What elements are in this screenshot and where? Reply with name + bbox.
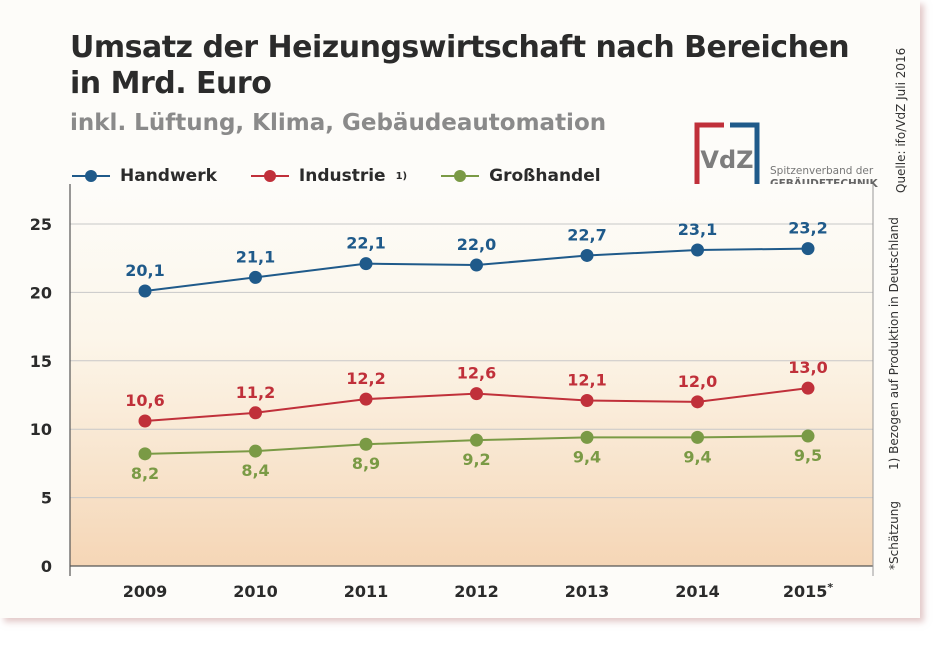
- legend-marker-icon: [441, 170, 480, 182]
- legend-label: Großhandel: [489, 166, 601, 186]
- x-tick-label: 2014: [675, 582, 720, 601]
- legend: Handwerk Industrie 1) Großhandel: [72, 166, 601, 186]
- chart-title: Umsatz der Heizungswirtschaft nach Berei…: [70, 30, 850, 102]
- data-point: [691, 243, 704, 257]
- data-point: [359, 257, 373, 271]
- data-label: 22,7: [567, 225, 606, 244]
- x-tick-label: 2010: [233, 582, 278, 601]
- data-label: 9,2: [462, 450, 490, 469]
- series-handwerk: 20,1 21,1 22,1 22,0 22,7 23,1 23,2: [125, 219, 828, 298]
- y-tick-label: 10: [30, 420, 52, 439]
- legend-marker-icon: [250, 170, 289, 182]
- series-großhandel: 8,2 8,4 8,9 9,2 9,4 9,4 9,5: [131, 429, 822, 483]
- data-point: [138, 414, 152, 428]
- plot-background: [70, 184, 873, 566]
- data-point: [580, 393, 594, 407]
- y-tick-label: 25: [30, 215, 52, 234]
- data-label: 11,2: [236, 383, 275, 402]
- data-label: 13,0: [788, 358, 827, 377]
- legend-label: Industrie: [298, 166, 386, 186]
- y-tick-label: 0: [41, 557, 52, 576]
- y-tick-label: 20: [30, 283, 52, 302]
- data-point: [470, 433, 483, 447]
- data-label: 8,4: [241, 461, 269, 480]
- title-line-2: in Mrd. Euro: [70, 66, 272, 101]
- x-tick-label: 2011: [344, 582, 389, 601]
- x-tick-label: 2013: [565, 582, 610, 601]
- data-label: 12,2: [346, 369, 385, 388]
- data-point: [801, 429, 815, 443]
- y-tick-label: 5: [41, 489, 52, 508]
- data-label: 23,2: [788, 219, 827, 238]
- data-point: [580, 248, 594, 262]
- data-label: 23,1: [678, 220, 717, 239]
- svg-text:VdZ: VdZ: [700, 146, 753, 174]
- x-tick-label: 2012: [454, 582, 499, 601]
- legend-label: Handwerk: [120, 166, 217, 186]
- data-point: [691, 395, 704, 409]
- data-point: [801, 381, 815, 395]
- data-point: [138, 447, 152, 461]
- data-label: 12,0: [678, 372, 717, 391]
- data-label: 9,4: [573, 447, 601, 466]
- data-label: 10,6: [125, 391, 164, 410]
- chart-subtitle: inkl. Lüftung, Klima, Gebäudeautomation: [70, 110, 607, 136]
- data-label: 12,1: [567, 370, 606, 389]
- data-point: [801, 242, 815, 256]
- series-industrie: 10,6 11,2 12,2 12,6 12,1 12,0 13,0: [125, 358, 828, 428]
- data-label: 22,0: [457, 235, 496, 254]
- data-point: [580, 430, 594, 444]
- x-tick-label: 2009: [123, 582, 168, 601]
- data-label: 8,9: [352, 454, 380, 473]
- data-label: 21,1: [236, 247, 275, 266]
- data-point: [249, 270, 262, 284]
- data-point: [249, 444, 262, 458]
- x-tick-label: 2015*: [783, 581, 834, 601]
- data-label: 20,1: [125, 261, 164, 280]
- logo-line-1: Spitzenverband der: [770, 165, 874, 177]
- legend-footnote-mark: 1): [395, 170, 408, 182]
- data-label: 22,1: [346, 234, 385, 253]
- legend-item: Handwerk: [72, 166, 217, 186]
- data-point: [249, 406, 262, 420]
- data-label: 9,4: [683, 447, 711, 466]
- y-tick-label: 15: [30, 352, 52, 371]
- legend-marker-icon: [72, 170, 110, 182]
- legend-item: Großhandel: [441, 166, 601, 186]
- data-point: [138, 284, 152, 298]
- data-label: 12,6: [457, 364, 496, 383]
- data-point: [470, 258, 483, 272]
- data-point: [359, 392, 373, 406]
- data-point: [691, 430, 704, 444]
- data-label: 9,5: [794, 446, 822, 465]
- legend-item: Industrie 1): [250, 166, 408, 186]
- title-line-1: Umsatz der Heizungswirtschaft nach Berei…: [70, 30, 850, 65]
- data-point: [359, 437, 373, 451]
- data-point: [470, 387, 483, 401]
- data-label: 8,2: [131, 464, 159, 483]
